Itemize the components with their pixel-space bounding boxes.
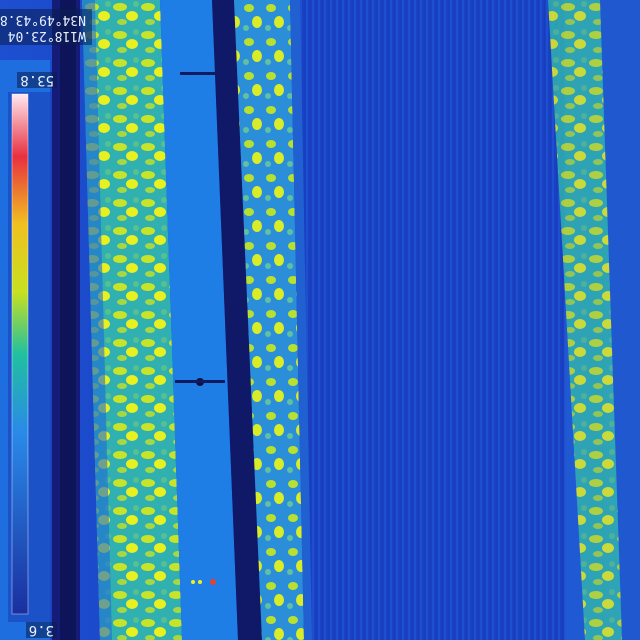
- warm-row-middle: [234, 0, 304, 640]
- color-scale-bar: [11, 93, 29, 615]
- central-panel: [295, 0, 565, 640]
